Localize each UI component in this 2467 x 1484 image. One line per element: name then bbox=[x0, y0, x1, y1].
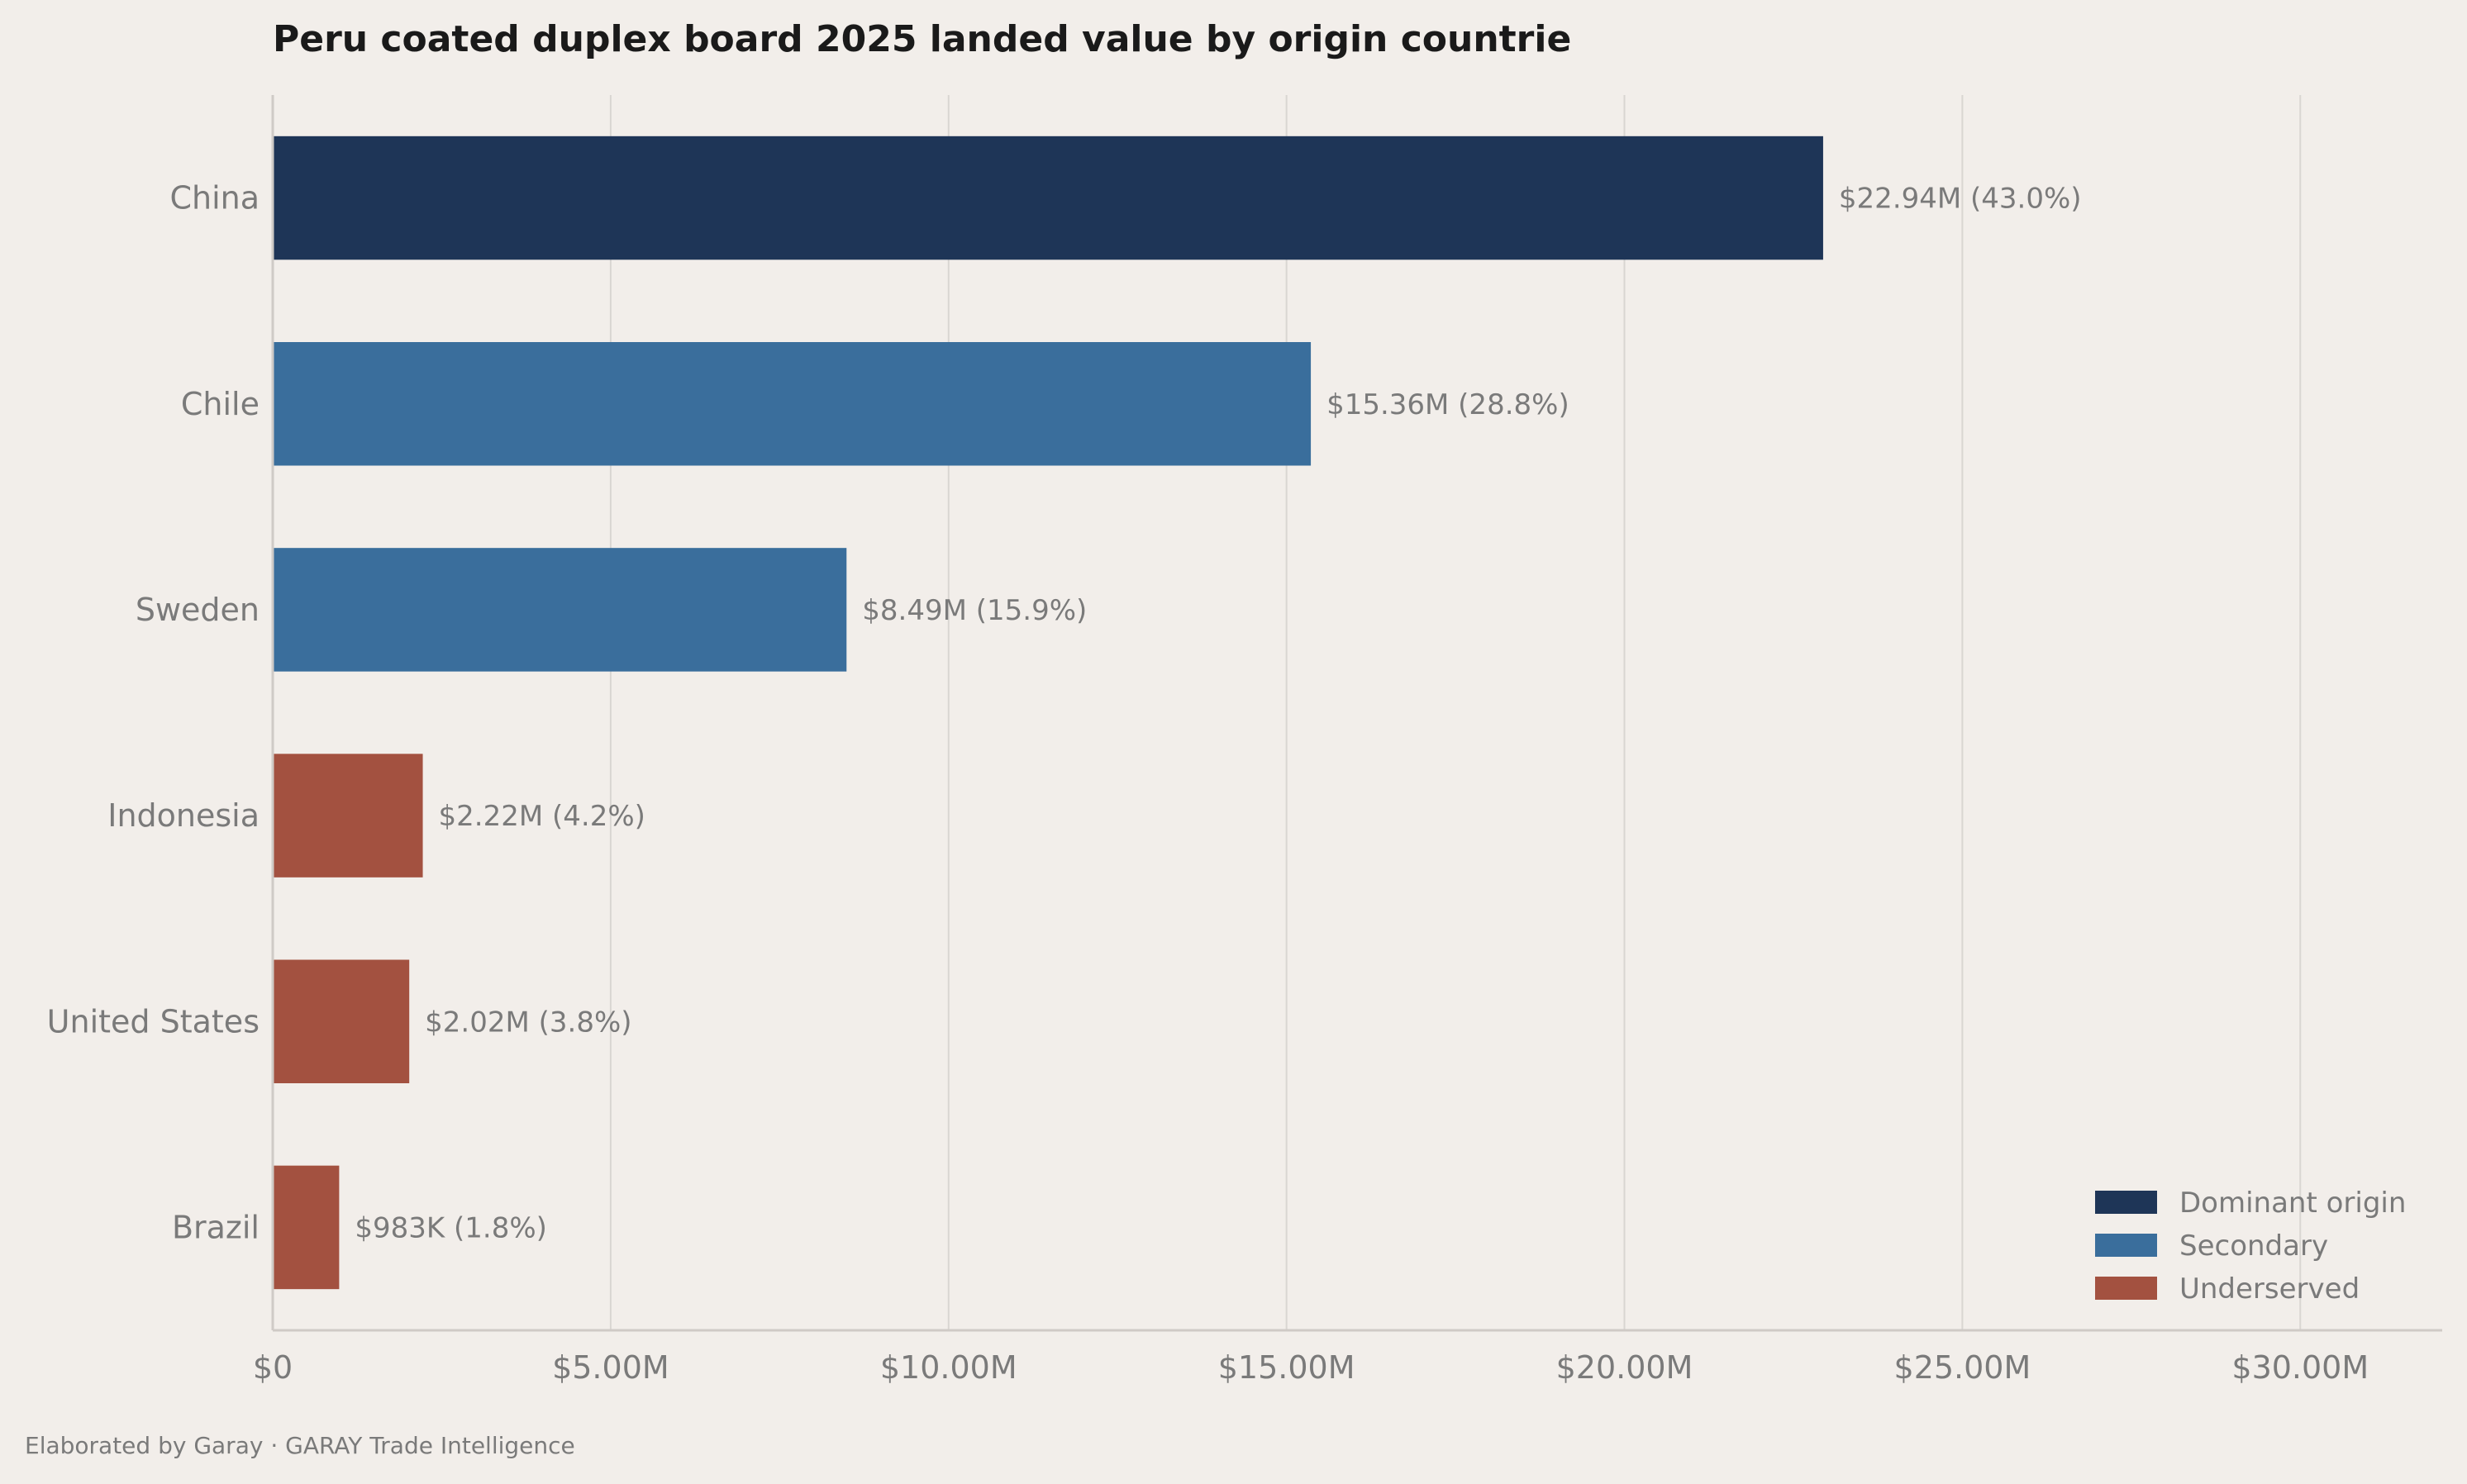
category-label: China bbox=[169, 180, 260, 216]
x-tick-label: $15.00M bbox=[1218, 1349, 1355, 1386]
legend-label: Underserved bbox=[2179, 1272, 2360, 1306]
category-label: Sweden bbox=[136, 592, 260, 628]
bar bbox=[273, 548, 847, 672]
bar-value-label: $2.02M (3.8%) bbox=[425, 1006, 631, 1039]
category-label: Chile bbox=[181, 386, 260, 422]
x-tick-label: $0 bbox=[253, 1349, 293, 1386]
x-tick-label: $25.00M bbox=[1894, 1349, 2031, 1386]
legend-label: Secondary bbox=[2179, 1230, 2328, 1263]
bar-value-label: $15.36M (28.8%) bbox=[1326, 388, 1569, 421]
category-label: Indonesia bbox=[107, 797, 260, 834]
category-label: Brazil bbox=[172, 1209, 260, 1245]
bar bbox=[273, 754, 423, 878]
legend-swatch bbox=[2095, 1191, 2157, 1214]
x-tick-label: $5.00M bbox=[552, 1349, 669, 1386]
bar bbox=[273, 1165, 340, 1290]
legend: Dominant origin Secondary Underserved bbox=[2095, 1187, 2406, 1306]
bar bbox=[273, 136, 1823, 260]
bar bbox=[273, 342, 1312, 466]
bars: China $22.94M (43.0%) Chile $15.36M (28.8%)… bbox=[47, 136, 2082, 1290]
legend-label: Dominant origin bbox=[2179, 1187, 2406, 1220]
bar bbox=[273, 959, 410, 1083]
category-label: United States bbox=[47, 1003, 260, 1039]
x-tick-label: $10.00M bbox=[880, 1349, 1017, 1386]
legend-swatch bbox=[2095, 1234, 2157, 1257]
x-tick-label: $30.00M bbox=[2231, 1349, 2369, 1386]
legend-swatch bbox=[2095, 1277, 2157, 1300]
x-tick-label: $20.00M bbox=[1556, 1349, 1693, 1386]
bar-value-label: $8.49M (15.9%) bbox=[862, 594, 1087, 627]
x-tick-labels: $0 $5.00M $10.00M $15.00M $20.00M $25.00M $30.… bbox=[253, 1349, 2369, 1386]
footer-credit: Elaborated by Garay · GARAY Trade Intell… bbox=[25, 1432, 575, 1459]
bar-value-label: $2.22M (4.2%) bbox=[439, 800, 645, 833]
chart-title: Peru coated duplex board 2025 landed val… bbox=[273, 18, 1571, 60]
bar-value-label: $22.94M (43.0%) bbox=[1839, 183, 2082, 216]
axes bbox=[271, 95, 2442, 1332]
bar-value-label: $983K (1.8%) bbox=[355, 1211, 547, 1244]
grid bbox=[609, 95, 2302, 1330]
